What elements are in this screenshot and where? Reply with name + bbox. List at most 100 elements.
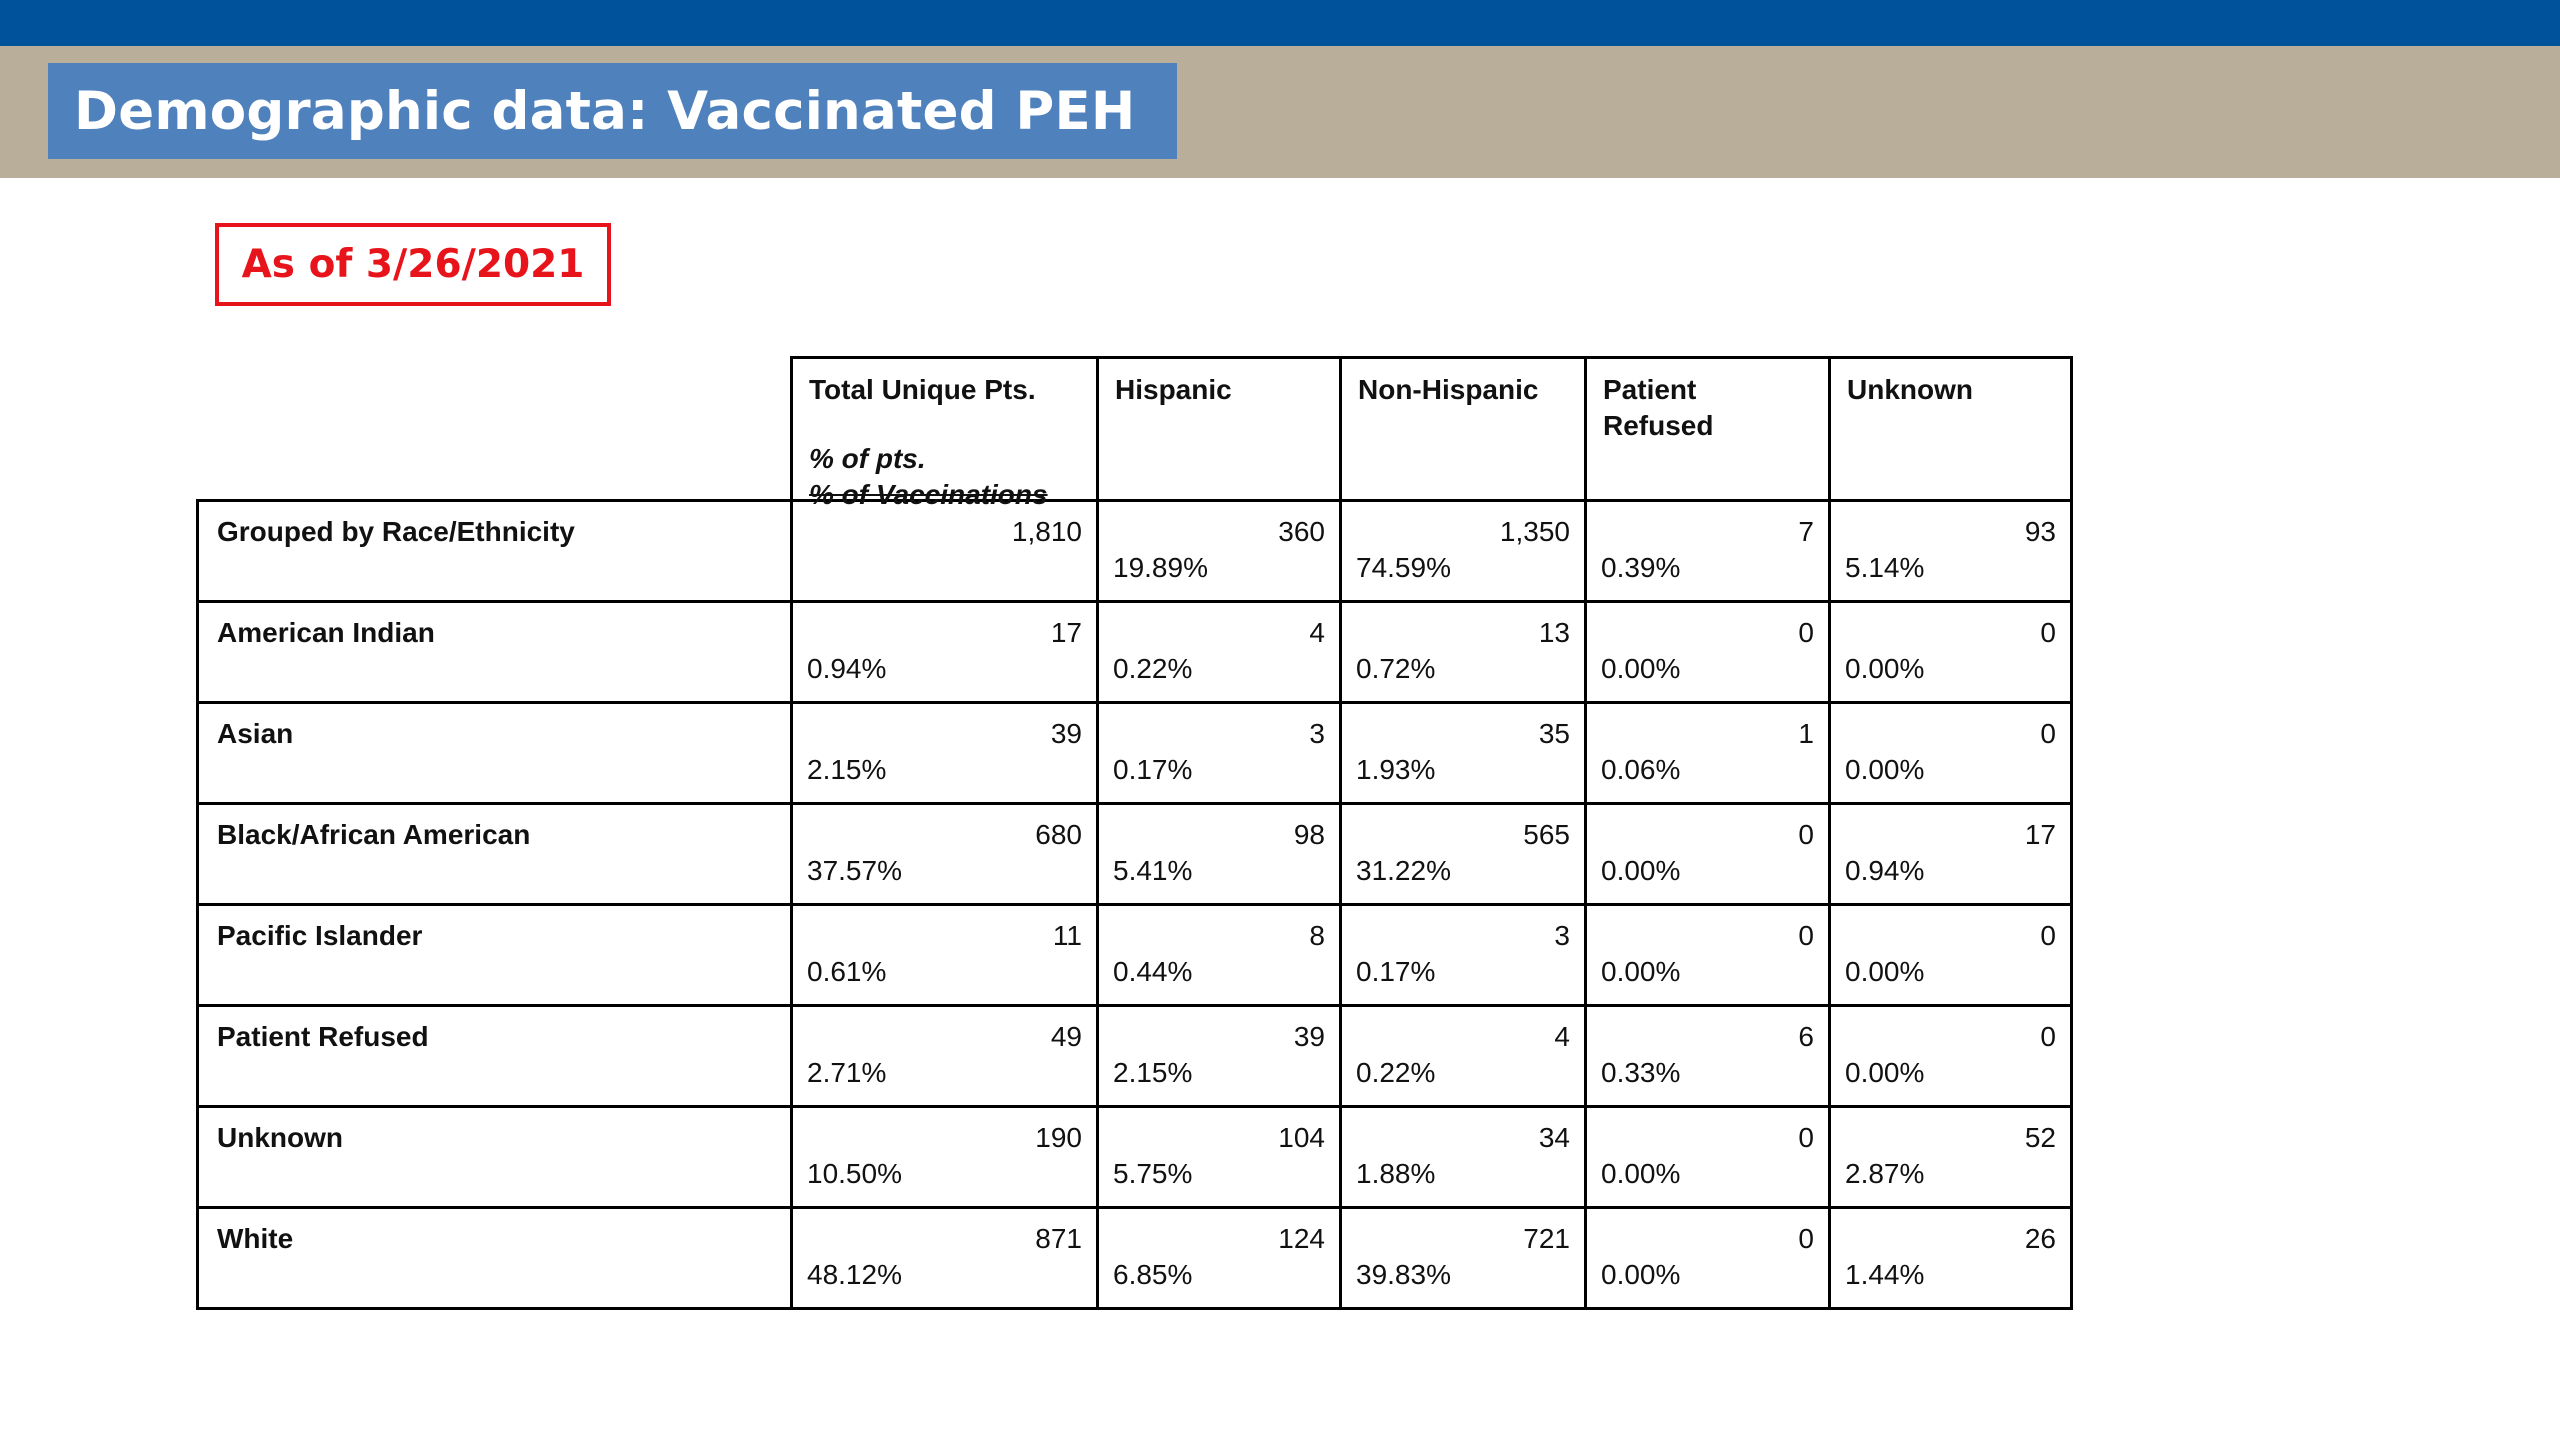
cell-count: 190 bbox=[1035, 1122, 1082, 1153]
header-blank-cell bbox=[198, 358, 792, 501]
cell-patient-refused: 0 0.00% bbox=[1584, 1105, 1831, 1209]
cell-total: 49 2.71% bbox=[790, 1004, 1099, 1108]
header-unknown-label: Unknown bbox=[1847, 374, 1973, 405]
cell-count: 565 bbox=[1523, 819, 1570, 850]
cell-count: 1 bbox=[1798, 718, 1814, 749]
cell-percent: 1.88% bbox=[1356, 1158, 1436, 1189]
cell-count: 0 bbox=[2040, 920, 2056, 951]
cell-total: 17 0.94% bbox=[790, 600, 1099, 704]
cell-count: 34 bbox=[1538, 1122, 1570, 1153]
cell-percent: 5.75% bbox=[1113, 1158, 1193, 1189]
demographic-table-container: Total Unique Pts. % of pts. % of Vaccina… bbox=[196, 356, 2073, 1310]
table-row: Unknown 190 10.50% 104 5.75% 34 1.88% 0 0.00% 52 2… bbox=[196, 1105, 2073, 1209]
cell-percent: 37.57% bbox=[807, 855, 902, 886]
cell-hispanic: 4 0.22% bbox=[1096, 600, 1342, 704]
cell-total: 11 0.61% bbox=[790, 903, 1099, 1007]
row-label-cell: Unknown bbox=[196, 1105, 793, 1209]
cell-unknown: 0 0.00% bbox=[1828, 903, 2073, 1007]
cell-count: 49 bbox=[1050, 1021, 1082, 1052]
row-label: Black/African American bbox=[217, 819, 531, 850]
cell-percent: 0.00% bbox=[1845, 754, 1925, 785]
cell-percent: 0.06% bbox=[1601, 754, 1681, 785]
row-label-cell: Grouped by Race/Ethnicity bbox=[196, 499, 793, 603]
cell-total: 1,810 bbox=[790, 499, 1099, 603]
cell-patient-refused: 0 0.00% bbox=[1584, 1206, 1831, 1310]
header-unknown: Unknown bbox=[1828, 356, 2073, 502]
cell-percent: 6.85% bbox=[1113, 1259, 1193, 1290]
cell-count: 93 bbox=[2024, 516, 2056, 547]
row-label-cell: Patient Refused bbox=[196, 1004, 793, 1108]
cell-count: 26 bbox=[2024, 1223, 2056, 1254]
cell-count: 39 bbox=[1050, 718, 1082, 749]
title-box: Demographic data: Vaccinated PEH bbox=[48, 63, 1177, 159]
cell-percent: 0.00% bbox=[1601, 855, 1681, 886]
row-label-cell: Pacific Islander bbox=[196, 903, 793, 1007]
table-row: Grouped by Race/Ethnicity 1,810 360 19.89% 1… bbox=[196, 499, 2073, 603]
row-label: American Indian bbox=[217, 617, 435, 648]
row-label-cell: American Indian bbox=[196, 600, 793, 704]
cell-non-hispanic: 565 31.22% bbox=[1339, 802, 1587, 906]
cell-patient-refused: 0 0.00% bbox=[1584, 903, 1831, 1007]
header-hispanic: Hispanic bbox=[1096, 356, 1342, 502]
cell-count: 13 bbox=[1538, 617, 1570, 648]
cell-percent: 0.00% bbox=[1601, 1158, 1681, 1189]
header-patient-refused-line1: Patient bbox=[1603, 374, 1697, 405]
row-label-cell: White bbox=[196, 1206, 793, 1310]
cell-count: 721 bbox=[1523, 1223, 1570, 1254]
cell-unknown: 0 0.00% bbox=[1828, 1004, 2073, 1108]
header-patient-refused: Patient Refused bbox=[1584, 356, 1831, 502]
cell-unknown: 17 0.94% bbox=[1828, 802, 2073, 906]
cell-count: 11 bbox=[1052, 920, 1082, 951]
header-hispanic-label: Hispanic bbox=[1115, 374, 1232, 405]
cell-percent: 5.41% bbox=[1113, 855, 1193, 886]
row-label: Pacific Islander bbox=[217, 920, 423, 951]
cell-hispanic: 8 0.44% bbox=[1096, 903, 1342, 1007]
cell-unknown: 26 1.44% bbox=[1828, 1206, 2073, 1310]
header-patient-refused-line2: Refused bbox=[1603, 410, 1714, 441]
cell-percent: 10.50% bbox=[807, 1158, 902, 1189]
cell-non-hispanic: 35 1.93% bbox=[1339, 701, 1587, 805]
cell-percent: 0.00% bbox=[1845, 1057, 1925, 1088]
cell-count: 8 bbox=[1309, 920, 1325, 951]
cell-count: 0 bbox=[1798, 617, 1814, 648]
cell-count: 39 bbox=[1293, 1021, 1325, 1052]
header-patient-refused-label: Patient Refused bbox=[1603, 372, 1713, 444]
cell-percent: 48.12% bbox=[807, 1259, 902, 1290]
cell-total: 680 37.57% bbox=[790, 802, 1099, 906]
cell-non-hispanic: 13 0.72% bbox=[1339, 600, 1587, 704]
cell-total: 871 48.12% bbox=[790, 1206, 1099, 1310]
cell-non-hispanic: 1,350 74.59% bbox=[1339, 499, 1587, 603]
cell-hispanic: 3 0.17% bbox=[1096, 701, 1342, 805]
cell-percent: 0.94% bbox=[807, 653, 887, 684]
row-label: Grouped by Race/Ethnicity bbox=[217, 516, 575, 547]
cell-percent: 5.14% bbox=[1845, 552, 1925, 583]
date-label: As of 3/26/2021 bbox=[241, 242, 585, 287]
cell-count: 17 bbox=[2024, 819, 2056, 850]
cell-non-hispanic: 3 0.17% bbox=[1339, 903, 1587, 1007]
cell-hispanic: 39 2.15% bbox=[1096, 1004, 1342, 1108]
cell-percent: 74.59% bbox=[1356, 552, 1451, 583]
cell-percent: 0.00% bbox=[1601, 1259, 1681, 1290]
cell-count: 0 bbox=[2040, 1021, 2056, 1052]
header-total-label: Total Unique Pts. bbox=[809, 374, 1036, 405]
cell-percent: 0.22% bbox=[1113, 653, 1193, 684]
cell-count: 4 bbox=[1309, 617, 1325, 648]
header-non-hispanic: Non-Hispanic bbox=[1339, 356, 1587, 502]
cell-count: 3 bbox=[1309, 718, 1325, 749]
table-row: Asian 39 2.15% 3 0.17% 35 1.93% 1 0.06% 0 0.00% bbox=[196, 701, 2073, 805]
cell-percent: 0.00% bbox=[1845, 653, 1925, 684]
cell-count: 104 bbox=[1278, 1122, 1325, 1153]
cell-non-hispanic: 4 0.22% bbox=[1339, 1004, 1587, 1108]
cell-percent: 31.22% bbox=[1356, 855, 1451, 886]
cell-total: 39 2.15% bbox=[790, 701, 1099, 805]
cell-percent: 0.94% bbox=[1845, 855, 1925, 886]
header-total-sub-pct-pts: % of pts. bbox=[809, 443, 926, 474]
cell-unknown: 0 0.00% bbox=[1828, 701, 2073, 805]
cell-count: 871 bbox=[1035, 1223, 1082, 1254]
slide-title: Demographic data: Vaccinated PEH bbox=[74, 80, 1136, 142]
cell-patient-refused: 0 0.00% bbox=[1584, 802, 1831, 906]
header-total: Total Unique Pts. % of pts. % of Vaccina… bbox=[790, 356, 1099, 510]
cell-count: 7 bbox=[1798, 516, 1814, 547]
table-row: White 871 48.12% 124 6.85% 721 39.83% 0 0.00% 26 1… bbox=[196, 1206, 2073, 1310]
cell-percent: 1.93% bbox=[1356, 754, 1436, 785]
